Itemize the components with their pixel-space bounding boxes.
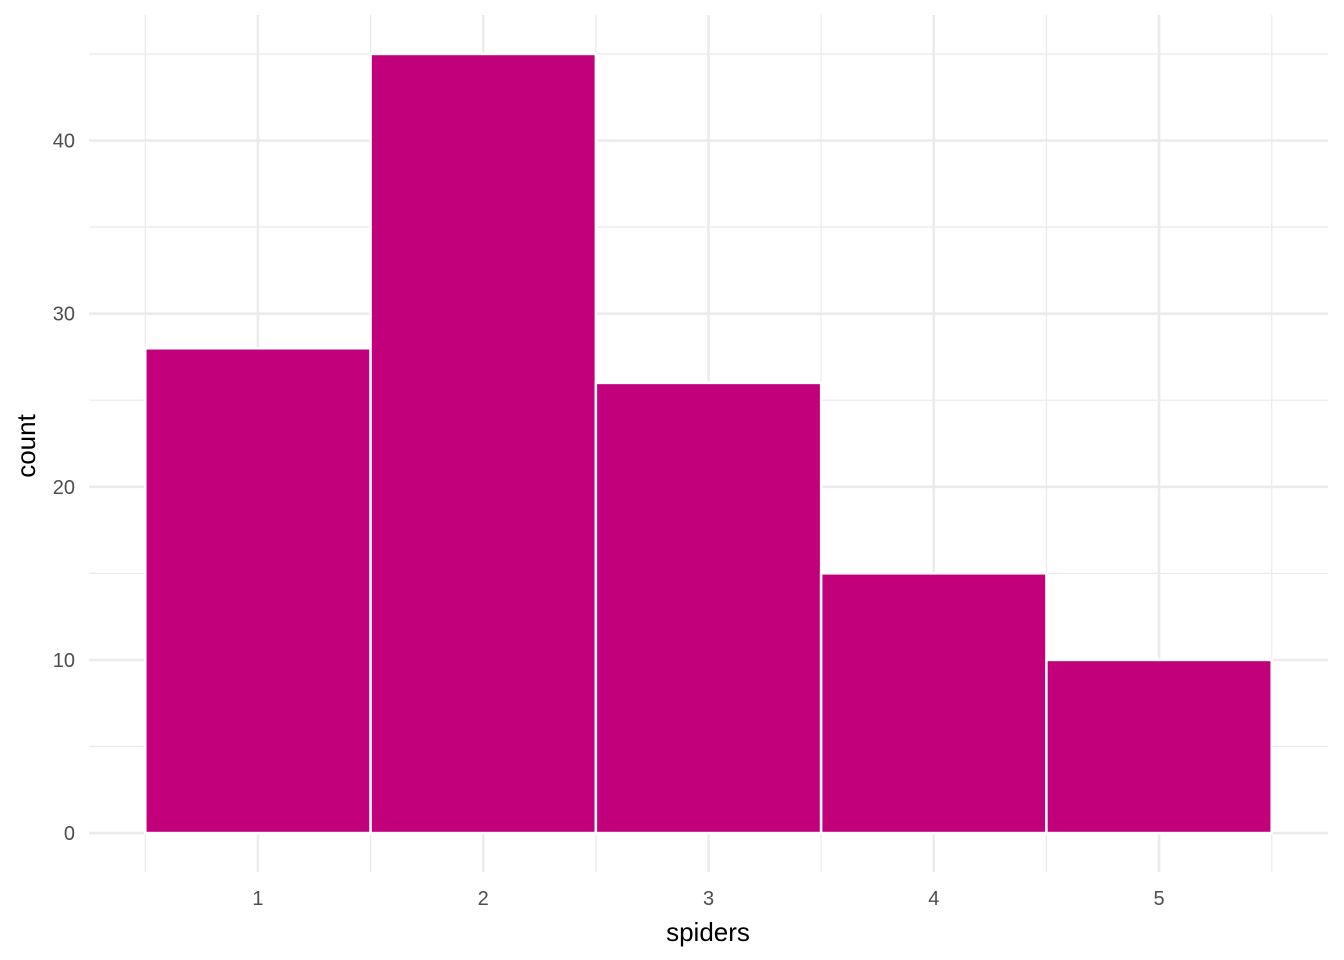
x-tick-label: 5: [1153, 888, 1164, 910]
bar-5: [1045, 658, 1273, 835]
x-tick-label: 3: [703, 888, 714, 910]
x-tick-label: 1: [252, 888, 263, 910]
x-tick-label: 2: [478, 888, 489, 910]
y-tick-label: 40: [53, 131, 75, 153]
y-axis-title: count: [11, 413, 41, 477]
bar-1: [144, 347, 372, 835]
bar-4: [819, 572, 1048, 835]
y-tick-label: 20: [53, 477, 75, 499]
x-axis-title: spiders: [666, 917, 750, 947]
y-tick-labels: 0 10 20 30 40: [53, 131, 75, 846]
bar-2: [369, 52, 598, 835]
y-tick-label: 0: [64, 823, 75, 845]
y-tick-label: 10: [53, 650, 75, 672]
bars: [144, 52, 1273, 835]
y-tick-label: 30: [53, 304, 75, 326]
bar-3: [594, 381, 823, 835]
x-tick-label: 4: [928, 888, 939, 910]
x-tick-labels: 1 2 3 4 5: [252, 888, 1164, 910]
